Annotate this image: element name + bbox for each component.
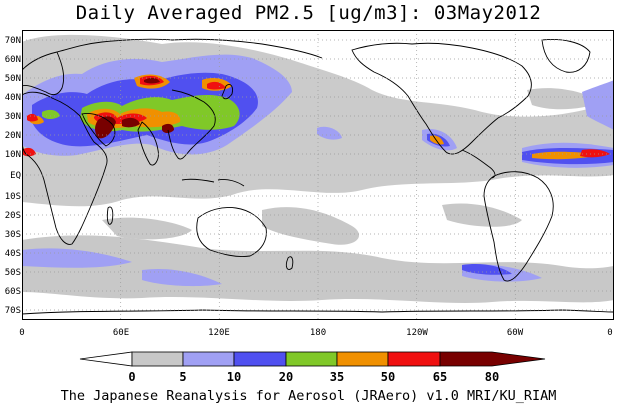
colorbar-label: 0 xyxy=(128,370,135,384)
lat-label: 10N xyxy=(5,150,21,160)
colorbar-segment xyxy=(182,351,235,367)
lat-label: 10S xyxy=(5,192,21,202)
lat-label: 70N xyxy=(5,36,21,46)
pm25-shading xyxy=(22,34,614,303)
footer-credit: The Japanese Reanalysis for Aerosol (JRA… xyxy=(60,388,557,404)
lat-label: 60N xyxy=(5,55,21,65)
lon-label: 180 xyxy=(310,328,326,338)
colorbar-label: 80 xyxy=(485,370,499,384)
lat-label: EQ xyxy=(10,171,21,181)
colorbar-segment xyxy=(285,351,338,367)
colorbar: 0 5 10 20 35 50 65 80 xyxy=(79,351,546,384)
latitude-axis: 70N 60N 50N 40N 30N 20N 10N EQ 10S 20S 3… xyxy=(5,36,21,316)
lon-label: 60E xyxy=(113,328,129,338)
lat-label: 60S xyxy=(5,287,21,297)
lon-label: 120E xyxy=(208,328,230,338)
lat-label: 20S xyxy=(5,211,21,221)
lat-label: 40S xyxy=(5,249,21,259)
colorbar-segment xyxy=(131,351,184,367)
lon-label: 0 xyxy=(19,328,24,338)
colorbar-segment xyxy=(387,351,441,367)
map-title: Daily Averaged PM2.5 [ug/m3]: 03May2012 xyxy=(75,2,542,24)
longitude-axis: 0 60E 120E 180 120W 60W 0 xyxy=(19,328,612,338)
graticule xyxy=(22,30,614,320)
lat-label: 30N xyxy=(5,112,21,122)
colorbar-label: 35 xyxy=(330,370,344,384)
lat-label: 40N xyxy=(5,93,21,103)
pm25-map xyxy=(22,30,614,320)
lat-label: 50N xyxy=(5,74,21,84)
colorbar-label: 10 xyxy=(227,370,241,384)
lon-label: 120W xyxy=(406,328,428,338)
lat-label: 20N xyxy=(5,131,21,141)
colorbar-label: 20 xyxy=(279,370,293,384)
colorbar-label: 5 xyxy=(179,370,186,384)
colorbar-label: 65 xyxy=(433,370,447,384)
lat-label: 30S xyxy=(5,230,21,240)
colorbar-segment xyxy=(233,351,287,367)
colorbar-segment xyxy=(439,351,546,367)
lat-label: 50S xyxy=(5,268,21,278)
lon-label: 60W xyxy=(507,328,524,338)
lon-label: 0 xyxy=(607,328,612,338)
colorbar-label: 50 xyxy=(381,370,395,384)
colorbar-segment xyxy=(336,351,389,367)
lat-label: 70S xyxy=(5,306,21,316)
colorbar-segment xyxy=(79,351,133,367)
